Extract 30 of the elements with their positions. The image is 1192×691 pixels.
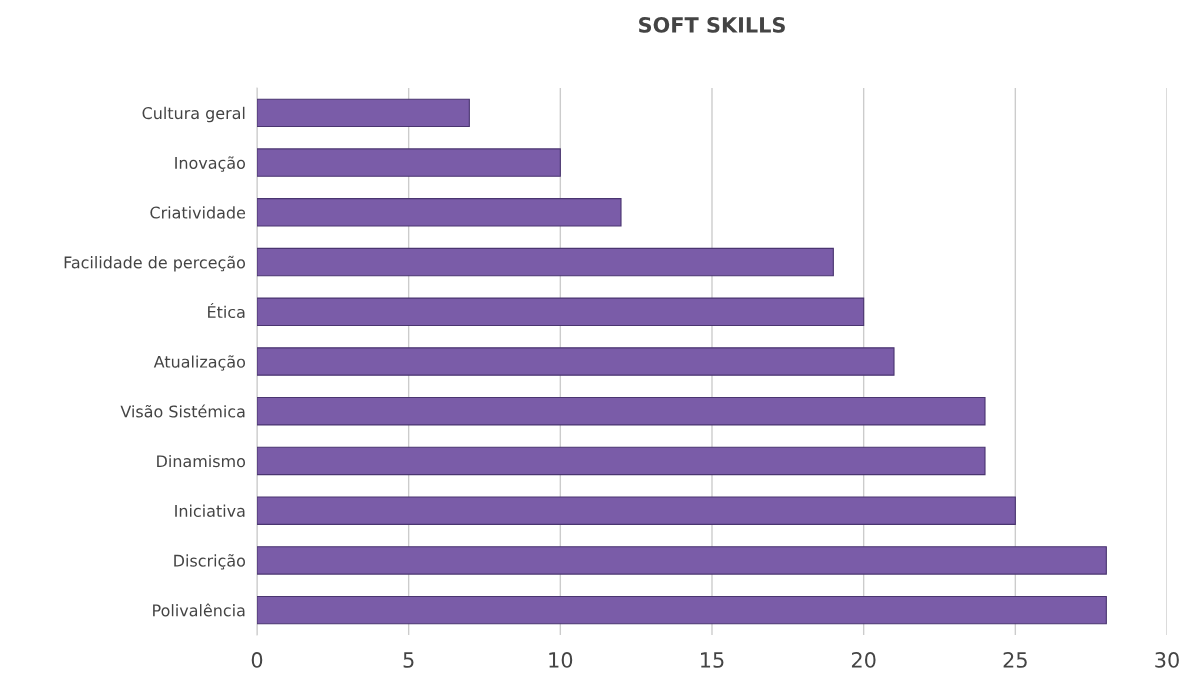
- bar: [257, 496, 1016, 525]
- bar: [257, 446, 986, 476]
- x-tick-label: 5: [403, 652, 414, 668]
- chart-title: SOFT SKILLS: [639, 16, 785, 33]
- bar: [257, 98, 470, 128]
- x-tick-label: 25: [1003, 652, 1027, 668]
- x-tick-label: 0: [251, 652, 263, 668]
- bar: [257, 546, 1107, 575]
- x-tick-label: 30: [1155, 652, 1179, 668]
- bar: [257, 198, 622, 227]
- y-tick-label: Iniciativa: [175, 504, 245, 517]
- y-tick-label: Polivalência: [153, 603, 245, 617]
- x-tick-label: 20: [851, 652, 876, 668]
- x-tick-label: 15: [701, 652, 724, 668]
- bar: [257, 347, 895, 376]
- y-tick-label: Visão Sistémica: [120, 404, 245, 418]
- bar: [257, 148, 561, 177]
- bar: [257, 595, 1107, 625]
- bar: [257, 396, 986, 426]
- y-tick-label: Criatividade: [150, 206, 246, 219]
- y-tick-label: Discrição: [174, 554, 246, 570]
- y-tick-label: Dinamismo: [157, 454, 246, 468]
- y-tick-label: Facilidade de perceção: [64, 255, 246, 272]
- bar: [257, 247, 834, 277]
- y-tick-label: Ética: [208, 303, 245, 319]
- x-tick-label: 10: [549, 652, 573, 668]
- y-tick-label: Inovação: [175, 156, 246, 172]
- y-tick-label: Atualização: [153, 355, 246, 371]
- bar: [257, 297, 865, 327]
- y-tick-label: Cultura geral: [142, 106, 245, 123]
